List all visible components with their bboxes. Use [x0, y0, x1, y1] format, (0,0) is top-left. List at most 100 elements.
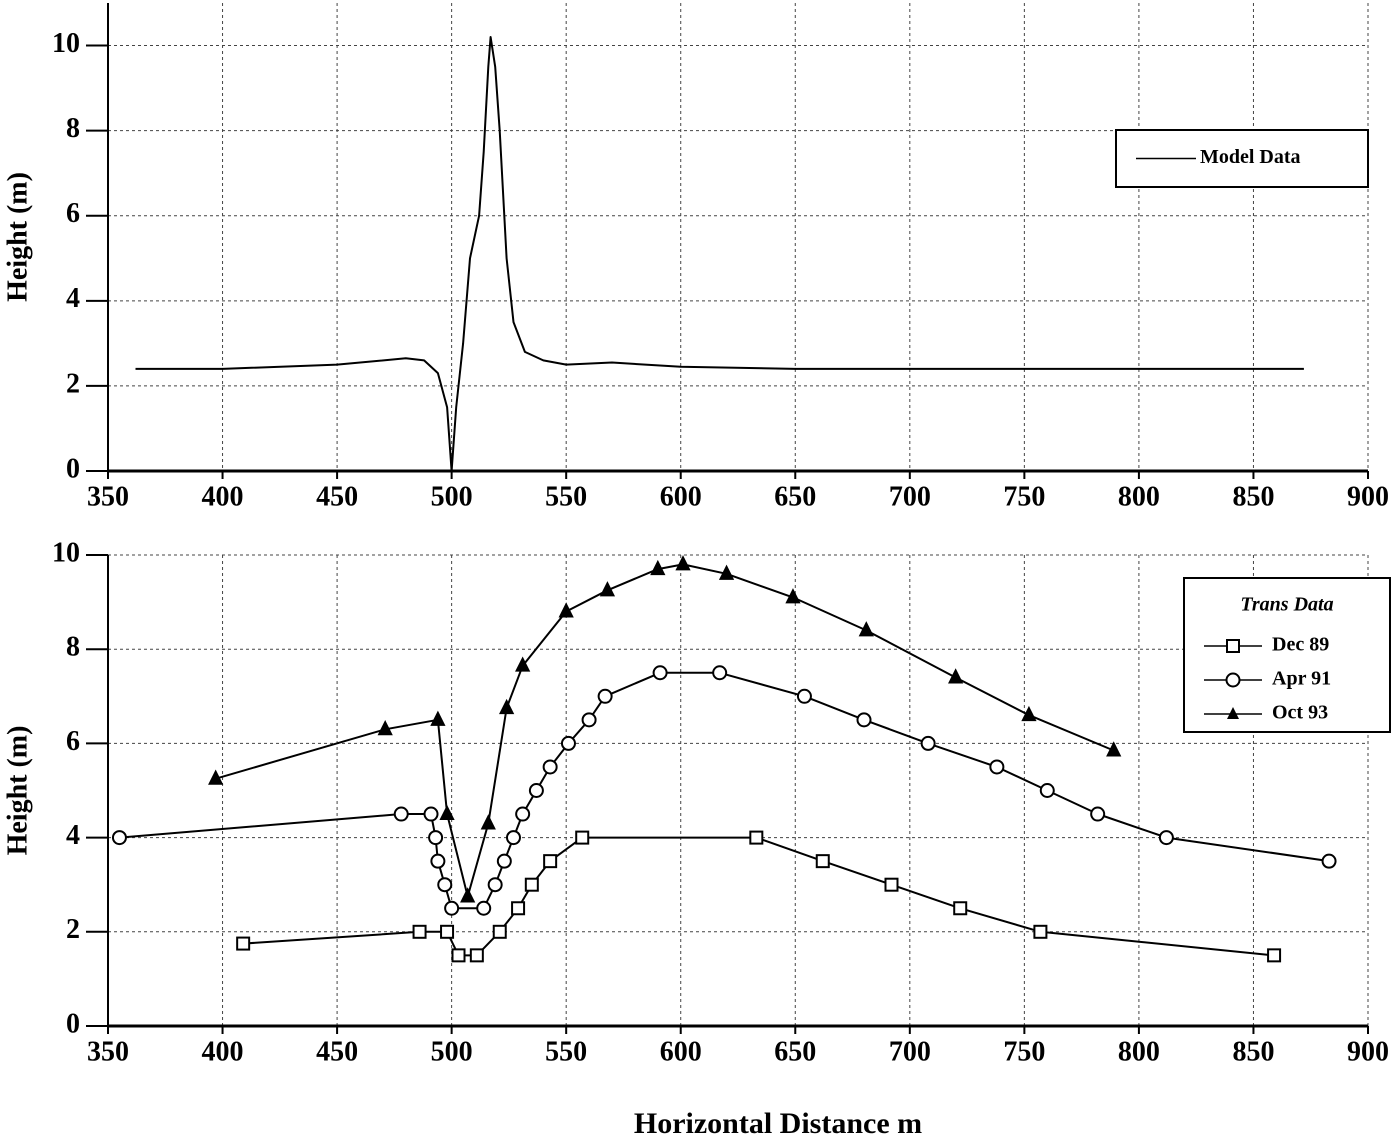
x-tick-label: 750 — [1003, 1036, 1045, 1067]
marker — [524, 877, 539, 892]
marker — [785, 588, 801, 604]
x-tick-label: 650 — [774, 481, 816, 512]
y-tick-label: 10 — [52, 537, 80, 568]
marker — [111, 830, 127, 846]
marker — [575, 830, 590, 845]
marker — [528, 783, 544, 798]
marker — [480, 814, 496, 830]
x-tick-label: 850 — [1232, 481, 1274, 512]
marker — [439, 804, 455, 821]
marker — [492, 924, 507, 939]
legend-box — [1183, 577, 1391, 733]
marker — [430, 853, 446, 869]
y-axis-label: Height (m) — [2, 726, 33, 856]
x-tick-label: 700 — [889, 1036, 931, 1067]
y-tick-label: 2 — [66, 914, 80, 945]
x-tick-label: 850 — [1232, 1036, 1274, 1067]
x-tick-label: 500 — [431, 481, 473, 512]
x-tick-label: 450 — [316, 481, 358, 512]
marker — [1039, 783, 1055, 798]
x-tick-label: 400 — [202, 1036, 244, 1067]
marker — [1267, 948, 1282, 963]
marker — [650, 559, 666, 576]
marker — [597, 688, 613, 704]
x-tick-label: 350 — [87, 1036, 129, 1067]
series-line — [243, 836, 1275, 957]
x-tick-label: 700 — [889, 481, 931, 512]
marker — [1106, 741, 1122, 757]
marker — [440, 924, 455, 939]
x-tick-label: 800 — [1118, 481, 1160, 512]
marker — [599, 581, 616, 597]
x-tick-label: 450 — [316, 1036, 358, 1067]
marker — [652, 665, 668, 681]
marker — [1321, 853, 1337, 869]
x-tick-label: 550 — [545, 1036, 587, 1067]
marker — [581, 712, 597, 728]
marker — [428, 830, 444, 846]
y-tick-label: 6 — [66, 198, 80, 229]
marker — [543, 854, 558, 869]
marker — [1158, 830, 1174, 846]
marker — [412, 924, 427, 939]
legend-label: Model Data — [1200, 146, 1301, 168]
y-tick-label: 4 — [66, 283, 80, 314]
marker — [451, 948, 466, 963]
y-axis-label: Height (m) — [2, 172, 33, 302]
x-tick-label: 750 — [1003, 481, 1045, 512]
marker — [856, 712, 872, 728]
series-line — [119, 671, 1330, 910]
marker — [542, 759, 558, 775]
series-line — [135, 36, 1304, 472]
marker — [953, 901, 968, 916]
marker — [393, 806, 409, 822]
marker — [815, 854, 830, 869]
marker — [236, 936, 251, 951]
marker — [377, 720, 393, 736]
marker — [515, 656, 531, 672]
legend-label: Oct 93 — [1272, 702, 1328, 724]
legend-title: Trans Data — [1240, 594, 1333, 616]
x-tick-label: 650 — [774, 1036, 816, 1067]
y-tick-label: 8 — [66, 113, 80, 144]
marker — [1033, 924, 1048, 939]
marker — [208, 769, 224, 785]
marker — [858, 621, 874, 637]
marker — [796, 688, 812, 704]
marker — [469, 948, 484, 963]
x-tick-label: 800 — [1118, 1036, 1160, 1067]
marker — [423, 806, 439, 822]
x-tick-label: 350 — [87, 481, 129, 512]
x-tick-label: 550 — [545, 481, 587, 512]
marker — [498, 698, 515, 715]
legend-marker — [1225, 672, 1241, 688]
legend-label: Apr 91 — [1272, 668, 1331, 690]
marker — [437, 877, 453, 893]
x-tick-label: 400 — [202, 481, 244, 512]
series-line — [215, 563, 1115, 898]
marker — [460, 887, 476, 903]
legend-label: Dec 89 — [1272, 634, 1329, 656]
x-tick-label: 900 — [1347, 1036, 1389, 1067]
y-tick-label: 4 — [66, 820, 80, 851]
x-tick-label: 500 — [431, 1036, 473, 1067]
y-tick-label: 0 — [66, 453, 80, 484]
legend-marker — [1227, 707, 1239, 719]
marker — [675, 555, 691, 571]
marker — [718, 564, 735, 580]
marker — [430, 710, 446, 726]
y-tick-label: 8 — [66, 632, 80, 663]
marker — [1090, 806, 1106, 822]
marker — [749, 830, 764, 845]
marker — [920, 735, 936, 751]
y-tick-label: 0 — [66, 1008, 80, 1039]
legend-marker — [1226, 639, 1240, 653]
x-tick-label: 600 — [660, 1036, 702, 1067]
x-axis-label: Horizontal Distance m — [634, 1107, 922, 1140]
marker — [558, 602, 574, 618]
x-tick-label: 900 — [1347, 481, 1389, 512]
marker — [560, 735, 576, 751]
marker — [884, 877, 899, 892]
